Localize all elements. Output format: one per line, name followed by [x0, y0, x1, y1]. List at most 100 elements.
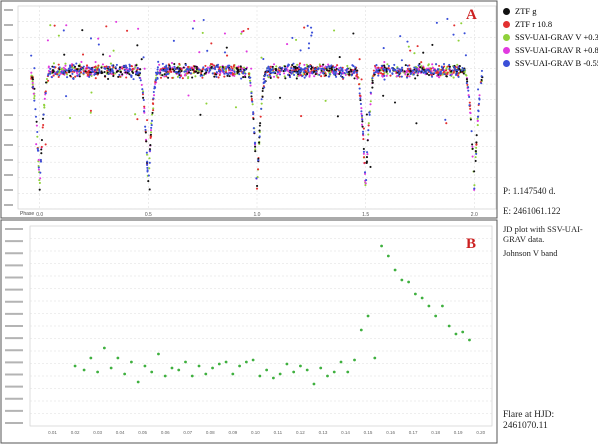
- data-point: [81, 53, 85, 56]
- data-point: [441, 69, 444, 72]
- data-point: [299, 364, 302, 368]
- data-point: [150, 131, 153, 134]
- data-point: [450, 70, 453, 73]
- data-point: [91, 68, 94, 71]
- data-point: [386, 68, 389, 71]
- data-point: [228, 68, 232, 71]
- data-point: [152, 102, 155, 106]
- data-point: [109, 71, 112, 74]
- data-point: [366, 153, 369, 156]
- data-point: [439, 70, 442, 74]
- data-point: [283, 65, 287, 68]
- data-point: [476, 119, 479, 122]
- data-point: [199, 71, 203, 75]
- data-point: [151, 113, 154, 116]
- data-point: [30, 71, 33, 74]
- data-point: [36, 130, 39, 134]
- data-point: [332, 370, 336, 374]
- data-point: [225, 46, 228, 49]
- data-point: [276, 73, 279, 76]
- data-point: [221, 67, 224, 70]
- data-point: [407, 45, 410, 48]
- data-point: [136, 66, 139, 70]
- data-point: [284, 77, 287, 80]
- data-point: [406, 73, 409, 76]
- data-point: [210, 66, 213, 69]
- data-point: [480, 78, 483, 82]
- data-point: [452, 71, 455, 74]
- data-point: [477, 88, 480, 91]
- data-point: [365, 113, 368, 116]
- data-point: [31, 85, 34, 89]
- data-point: [292, 67, 295, 70]
- data-point: [240, 32, 243, 35]
- data-point: [453, 24, 456, 27]
- data-point: [367, 133, 370, 136]
- data-point: [62, 29, 65, 32]
- data-point: [306, 24, 309, 27]
- data-point: [121, 73, 124, 76]
- data-point: [296, 66, 299, 70]
- data-point: [452, 65, 455, 68]
- data-point: [152, 107, 155, 110]
- data-point: [154, 71, 158, 74]
- data-point: [258, 129, 261, 132]
- data-point: [189, 67, 192, 71]
- data-point: [211, 67, 215, 70]
- y-tick-label: [5, 385, 23, 388]
- data-point: [356, 69, 359, 72]
- data-point: [201, 76, 204, 79]
- data-point: [400, 70, 403, 73]
- panel-a-x-ticks: 0.0 0.5 1.0 1.5 2.0: [36, 212, 478, 218]
- data-point: [364, 184, 367, 187]
- data-point: [239, 65, 242, 68]
- data-point: [118, 73, 121, 76]
- data-point: [251, 100, 254, 103]
- data-point: [430, 67, 433, 70]
- y-tick-label: [5, 252, 23, 255]
- data-point: [100, 66, 103, 69]
- data-point: [421, 67, 424, 70]
- data-point: [278, 73, 282, 76]
- data-point: [435, 63, 438, 66]
- data-point: [240, 30, 244, 33]
- data-point: [136, 118, 139, 121]
- data-point: [191, 27, 194, 30]
- data-point: [161, 62, 164, 65]
- data-point: [271, 67, 274, 71]
- data-point: [253, 131, 256, 134]
- data-point: [441, 304, 444, 308]
- data-point: [112, 74, 115, 78]
- data-point: [171, 76, 174, 79]
- data-point: [106, 69, 109, 72]
- data-point: [407, 280, 411, 284]
- data-point: [307, 42, 311, 45]
- x-tick-label: 0.0: [36, 212, 43, 218]
- data-point: [272, 63, 276, 66]
- data-point: [234, 106, 238, 109]
- data-point: [377, 66, 380, 69]
- data-point: [252, 111, 255, 114]
- data-point: [135, 64, 138, 67]
- data-point: [467, 89, 470, 92]
- data-point: [371, 79, 374, 82]
- data-point: [107, 69, 111, 72]
- data-point: [50, 76, 53, 79]
- data-point: [250, 92, 253, 95]
- data-point: [295, 71, 298, 74]
- data-point: [480, 82, 483, 85]
- data-point: [203, 72, 206, 75]
- data-point: [383, 78, 386, 81]
- data-point: [229, 71, 232, 75]
- data-point: [250, 67, 253, 70]
- data-point: [319, 65, 322, 68]
- data-point: [290, 72, 293, 75]
- data-point: [100, 70, 103, 73]
- data-point: [82, 65, 85, 68]
- data-point: [152, 97, 155, 100]
- data-point: [69, 65, 72, 68]
- data-point: [244, 360, 248, 364]
- data-point: [237, 68, 240, 72]
- data-point: [242, 70, 245, 73]
- data-point: [148, 161, 151, 164]
